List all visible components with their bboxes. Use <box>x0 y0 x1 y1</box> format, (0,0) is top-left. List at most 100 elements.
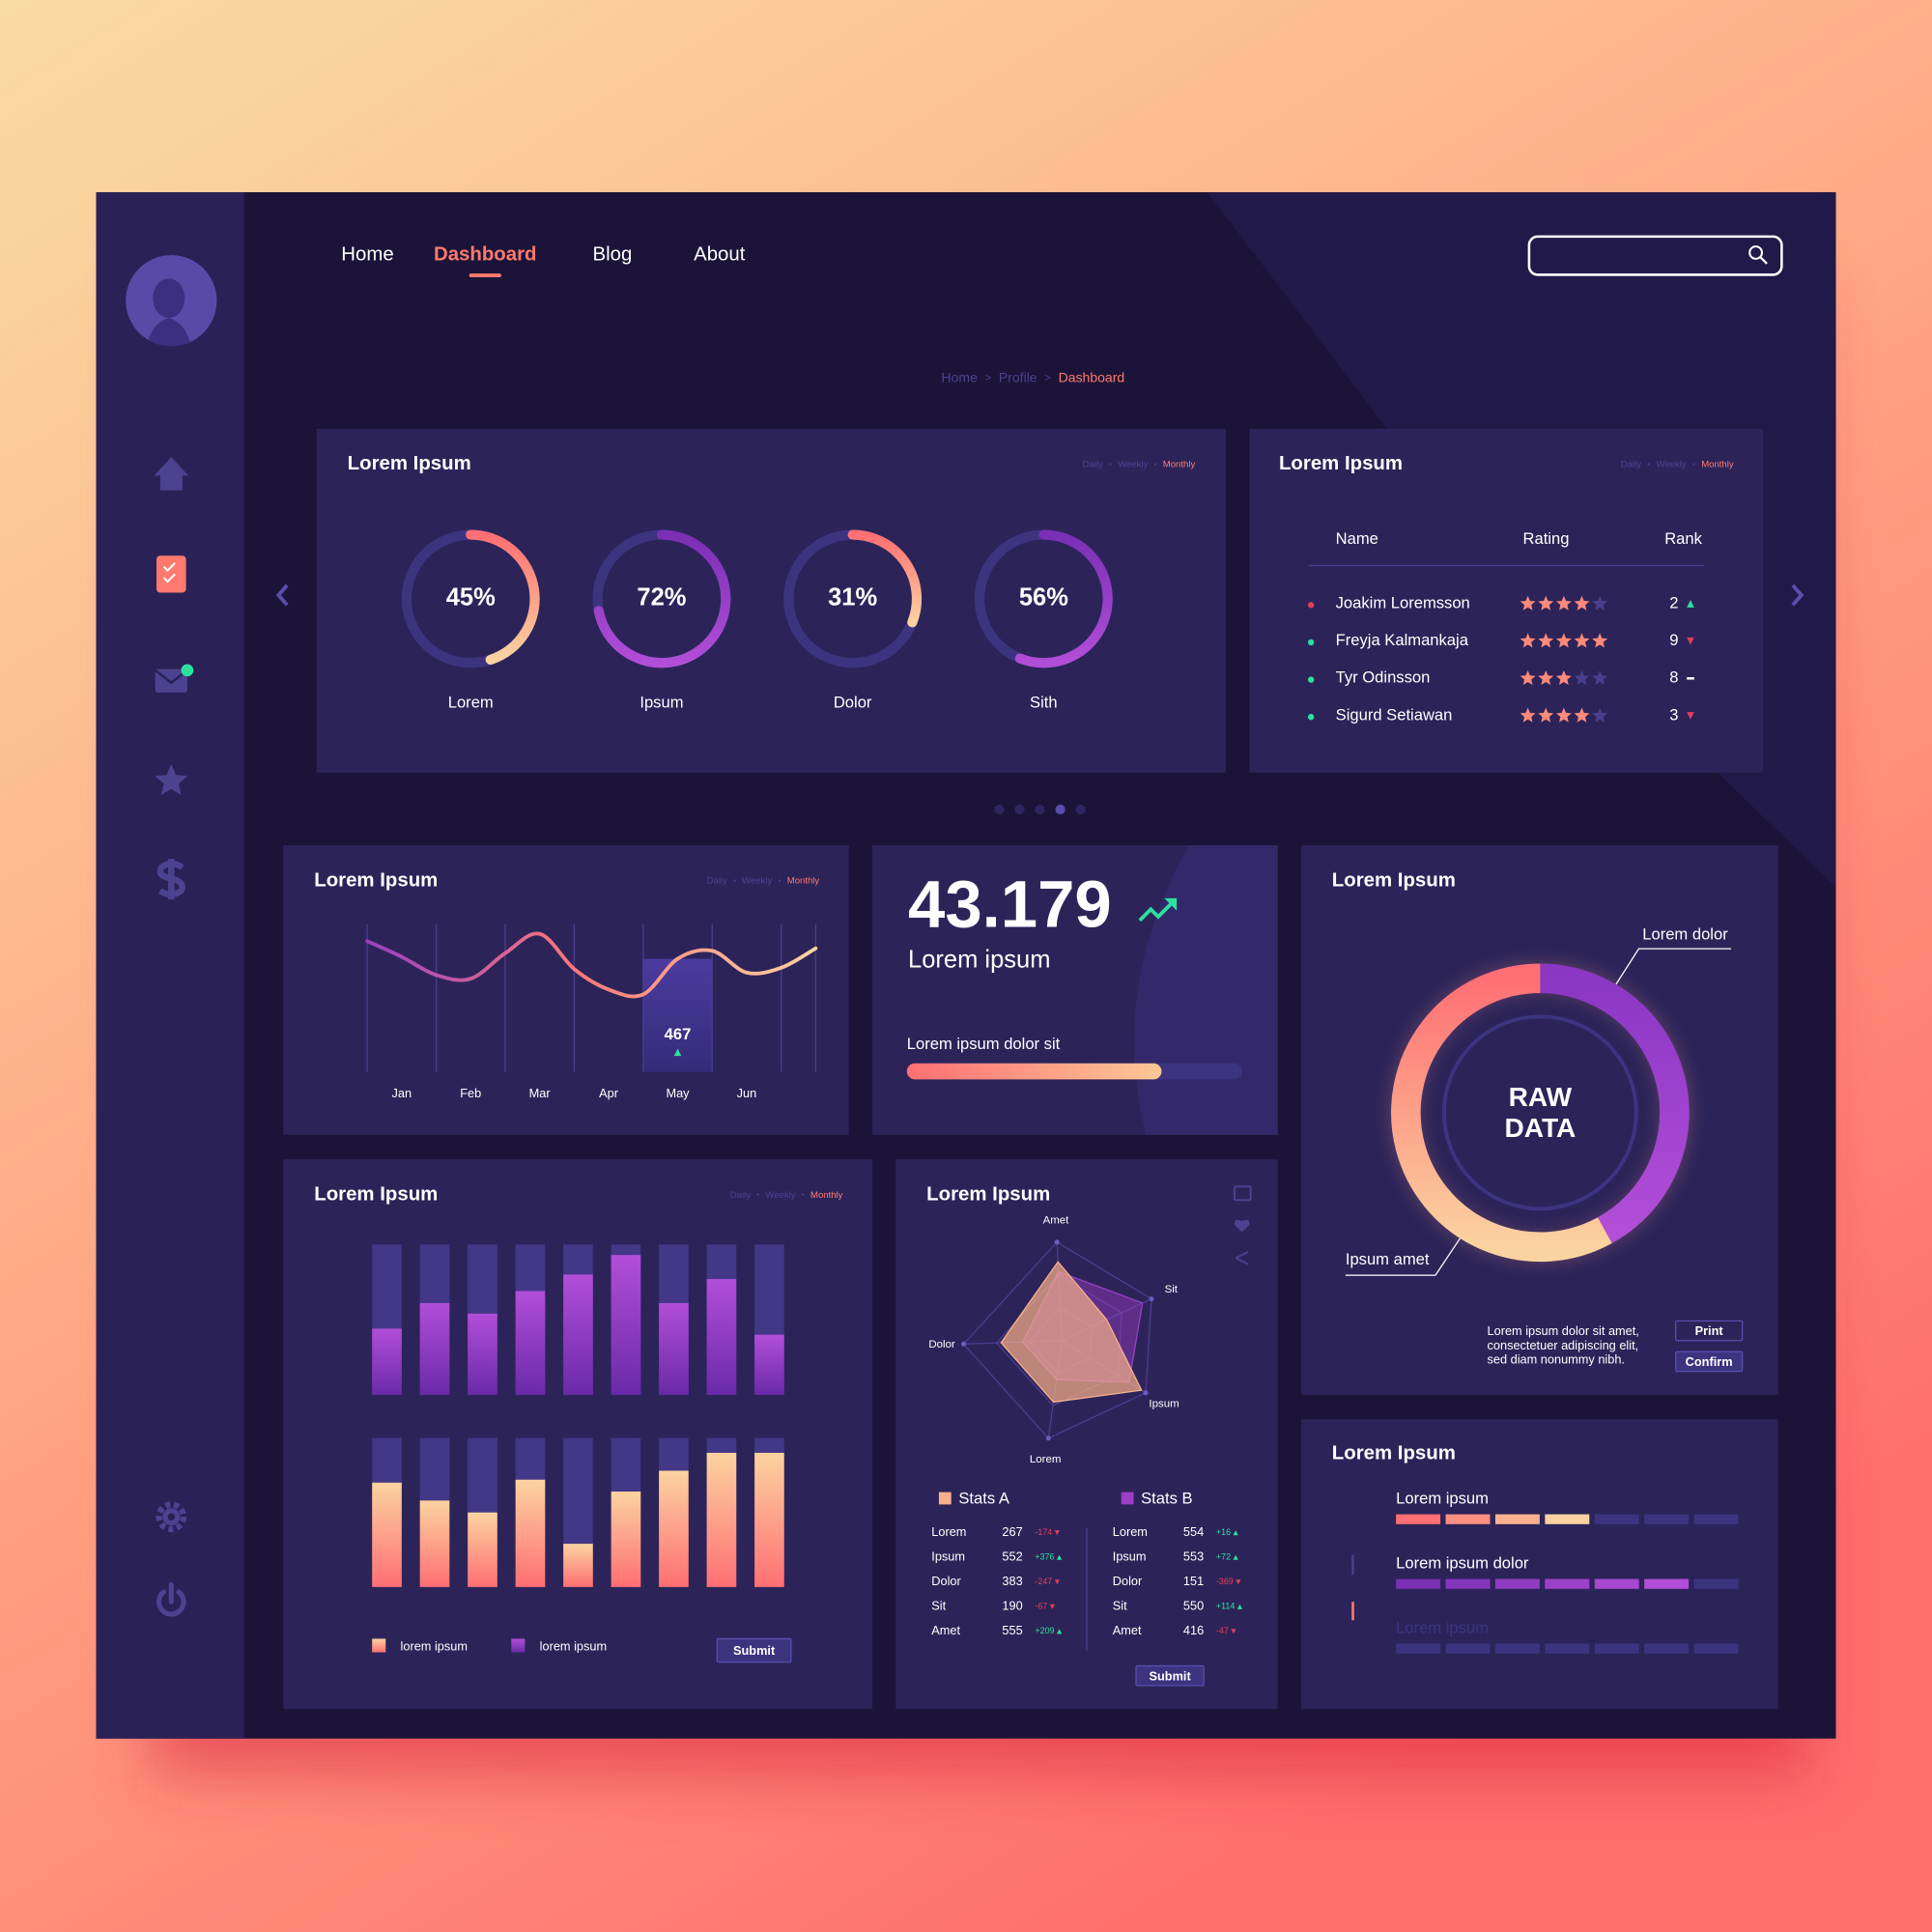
settings-icon-hole <box>167 1513 176 1520</box>
bar <box>468 1512 497 1587</box>
period-separator: • <box>779 876 781 885</box>
card-title: Lorem Ipsum <box>314 1184 438 1206</box>
button[interactable] <box>1675 1320 1744 1342</box>
stat-delta: -369 <box>1216 1577 1234 1586</box>
axis-node <box>1054 1239 1060 1245</box>
period-tab[interactable]: Daily <box>1621 459 1641 469</box>
highlight-value: 467 <box>665 1025 692 1043</box>
breadcrumb-item[interactable]: Profile <box>999 369 1037 384</box>
search-box[interactable] <box>1527 235 1783 276</box>
rating-stars <box>1520 707 1608 723</box>
stat-value: 416 <box>1183 1623 1204 1637</box>
breadcrumb-item[interactable]: Home <box>941 369 978 384</box>
period-tab[interactable]: Weekly <box>1118 459 1148 469</box>
axis-label: Lorem <box>1030 1454 1062 1465</box>
carousel-dot[interactable] <box>994 804 1005 815</box>
button-label[interactable]: Submit <box>1149 1668 1191 1683</box>
breadcrumb-item: Dashboard <box>1059 369 1125 384</box>
x-tick-label: Jun <box>737 1086 757 1100</box>
stat-name: Lorem <box>1113 1524 1148 1539</box>
legend-label: Stats A <box>958 1490 1009 1508</box>
period-tab[interactable]: Weekly <box>742 876 772 887</box>
nav-link[interactable]: Blog <box>593 243 633 265</box>
carousel-dot[interactable] <box>1075 804 1086 815</box>
nav-link[interactable]: Home <box>341 243 393 265</box>
period-separator: • <box>1648 460 1651 469</box>
stat-name: Sit <box>931 1599 946 1613</box>
tasks-icon[interactable] <box>156 555 186 593</box>
period-tab[interactable]: Monthly <box>1163 459 1196 469</box>
search-icon[interactable] <box>1748 245 1763 260</box>
gauge-label: Dolor <box>834 694 872 712</box>
settings-icon[interactable] <box>156 1501 187 1533</box>
billing-icon[interactable] <box>156 859 185 900</box>
nav-link[interactable]: Dashboard <box>434 243 537 265</box>
period-tab[interactable]: Daily <box>730 1190 751 1201</box>
period-tab[interactable]: Monthly <box>1701 459 1734 469</box>
bar <box>611 1255 641 1395</box>
star <box>1538 707 1554 723</box>
power-icon[interactable] <box>156 1581 186 1617</box>
period-tab[interactable]: Weekly <box>1657 459 1687 469</box>
stat-delta: +114 <box>1216 1602 1235 1611</box>
nav-link[interactable]: About <box>694 243 746 265</box>
carousel-prev[interactable] <box>275 583 289 607</box>
period-tab[interactable]: Monthly <box>810 1190 843 1201</box>
gauge-arc <box>593 529 731 668</box>
bar-card <box>283 1159 873 1710</box>
button-label[interactable]: Print <box>1695 1323 1724 1338</box>
button[interactable] <box>1675 1350 1744 1373</box>
home-icon[interactable] <box>154 457 189 491</box>
gauge-label: Ipsum <box>639 694 683 712</box>
segment <box>1494 1643 1540 1654</box>
bar <box>706 1452 737 1587</box>
avatar[interactable] <box>126 255 217 351</box>
note-text: consectetuer adipiscing elit, <box>1488 1338 1639 1352</box>
bar <box>563 1544 593 1587</box>
bar <box>706 1279 737 1395</box>
carousel-next[interactable] <box>1791 583 1804 607</box>
star <box>1592 595 1608 611</box>
donut-card <box>1300 845 1778 1395</box>
stat-value: 554 <box>1183 1524 1204 1539</box>
carousel-dot[interactable] <box>1055 804 1065 815</box>
period-tab[interactable]: Monthly <box>787 876 820 887</box>
donut-center-label: RAW <box>1509 1082 1573 1112</box>
stat-value: 383 <box>1002 1574 1022 1588</box>
status-dot <box>1307 602 1315 609</box>
period-tab[interactable]: Daily <box>707 876 727 887</box>
carousel-dot[interactable] <box>1035 804 1045 815</box>
stat-delta: -247 <box>1035 1577 1052 1586</box>
share-icon[interactable] <box>1235 1251 1249 1265</box>
star <box>1592 707 1608 723</box>
period-tab[interactable]: Weekly <box>765 1190 795 1201</box>
button-label[interactable]: Submit <box>733 1643 776 1658</box>
star <box>1538 595 1554 611</box>
line-card <box>283 845 849 1135</box>
carousel-dot[interactable] <box>1014 804 1025 815</box>
segment <box>1545 1514 1590 1524</box>
breadcrumb-separator: > <box>985 373 992 384</box>
bar <box>659 1470 689 1587</box>
segment <box>1545 1578 1590 1589</box>
gauge-value: 45% <box>446 584 496 611</box>
bar <box>468 1313 497 1395</box>
period-separator: • <box>1154 460 1157 469</box>
stat-name: Lorem <box>931 1524 966 1539</box>
period-tab[interactable]: Daily <box>1083 459 1103 469</box>
check-mark <box>162 562 176 573</box>
trend-down <box>1231 1629 1236 1634</box>
trend-up <box>1236 1604 1242 1609</box>
favorites-icon[interactable] <box>155 763 188 796</box>
star <box>1574 633 1590 648</box>
star <box>1574 670 1590 686</box>
gauge-value: 72% <box>637 584 686 611</box>
like-icon[interactable] <box>1234 1219 1250 1233</box>
image-icon[interactable] <box>1234 1185 1252 1202</box>
button[interactable] <box>716 1637 792 1663</box>
donut-segment <box>1391 963 1612 1263</box>
button[interactable] <box>1135 1664 1205 1687</box>
segment <box>1594 1578 1639 1589</box>
segment <box>1494 1578 1540 1589</box>
button-label[interactable]: Confirm <box>1686 1354 1733 1369</box>
